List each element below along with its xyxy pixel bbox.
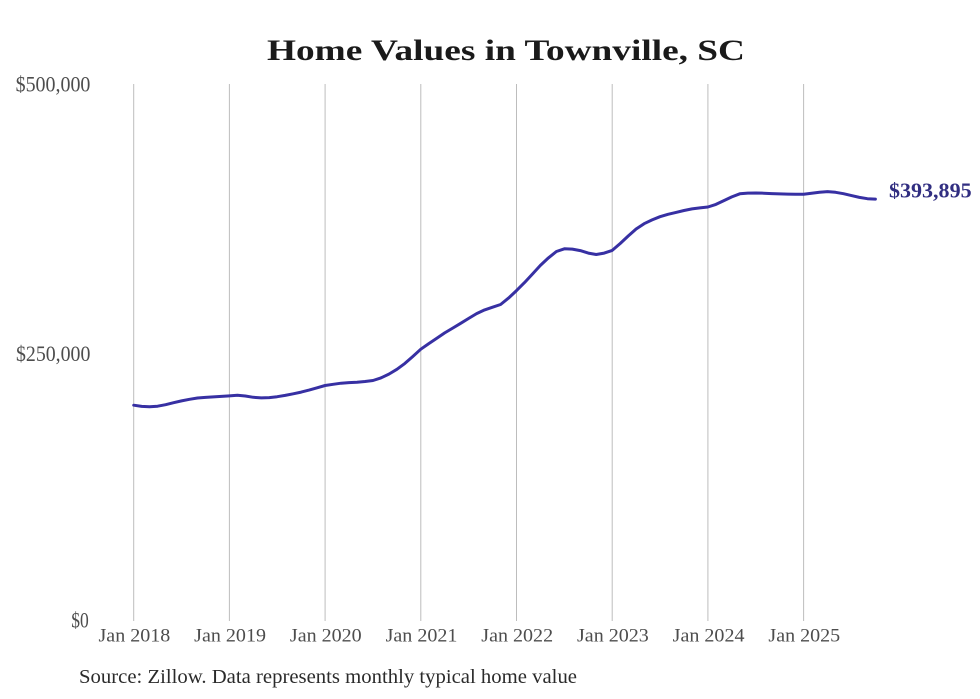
svg-text:Jan 2018: Jan 2018 <box>99 626 171 647</box>
svg-text:$500,000: $500,000 <box>16 72 91 97</box>
svg-text:Jan 2022: Jan 2022 <box>481 626 553 647</box>
svg-text:Jan 2019: Jan 2019 <box>194 626 266 647</box>
svg-text:Home Values in Townville, SC: Home Values in Townville, SC <box>267 34 745 67</box>
svg-text:Source: Zillow. Data represent: Source: Zillow. Data represents monthly … <box>79 666 577 688</box>
svg-text:Jan 2020: Jan 2020 <box>290 626 362 647</box>
svg-text:Jan 2025: Jan 2025 <box>768 626 840 647</box>
svg-text:Jan 2024: Jan 2024 <box>673 626 745 647</box>
svg-text:Jan 2021: Jan 2021 <box>386 626 458 647</box>
svg-text:$250,000: $250,000 <box>16 341 90 366</box>
svg-text:$0: $0 <box>71 608 89 633</box>
svg-text:Jan 2023: Jan 2023 <box>577 626 649 647</box>
svg-text:$393,895: $393,895 <box>889 179 972 203</box>
